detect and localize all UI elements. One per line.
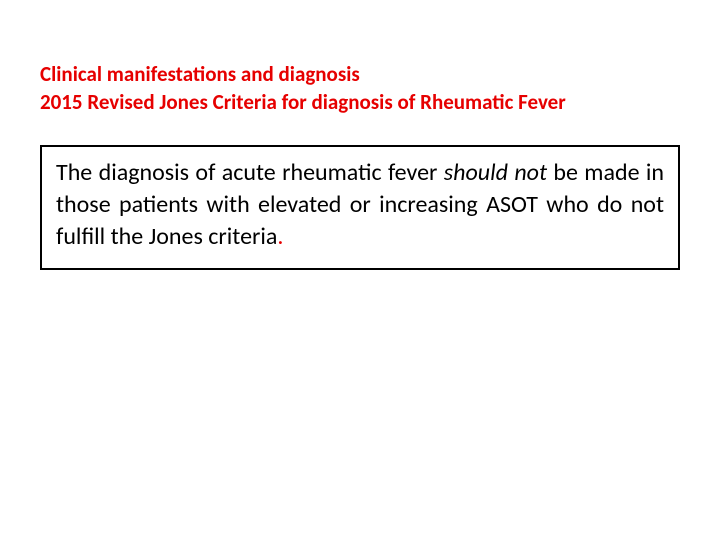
- heading-line-2: 2015 Revised Jones Criteria for diagnosi…: [40, 88, 680, 116]
- content-box: The diagnosis of acute rheumatic fever s…: [40, 145, 680, 270]
- content-text: The diagnosis of acute rheumatic fever s…: [56, 157, 664, 254]
- text-italic: should not: [444, 158, 547, 187]
- heading-line-1: Clinical manifestations and diagnosis: [40, 60, 680, 88]
- slide-heading: Clinical manifestations and diagnosis 20…: [40, 60, 680, 117]
- text-period: .: [277, 222, 283, 251]
- text-part1: The diagnosis of acute rheumatic fever: [56, 158, 444, 187]
